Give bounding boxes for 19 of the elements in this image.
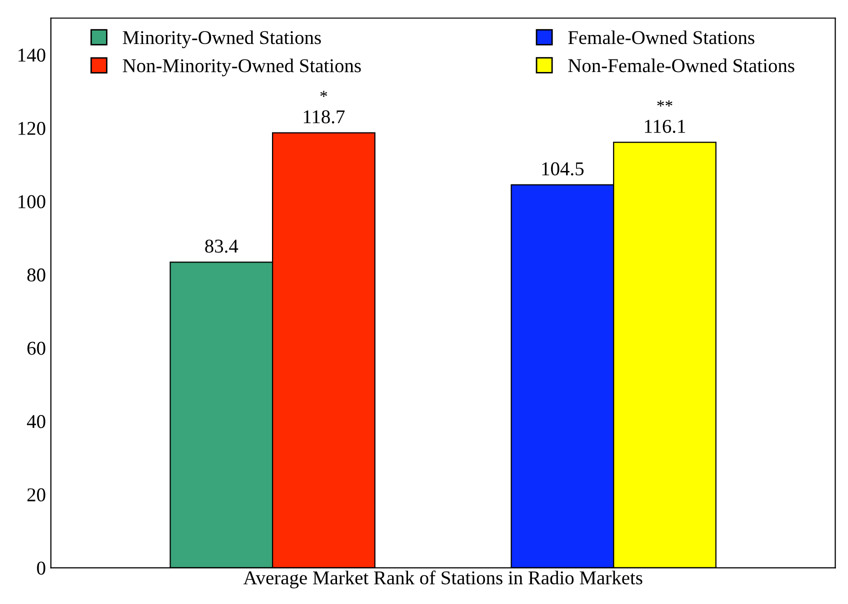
y-tick-label: 100: [18, 195, 46, 208]
y-tick-label: 60: [27, 342, 46, 355]
legend-label: Non-Female-Owned Stations: [568, 58, 794, 72]
y-tick-label: 140: [18, 48, 46, 62]
data-label: 116.1: [644, 120, 686, 133]
x-axis-title: Average Market Rank of Stations in Radio Markets: [243, 570, 642, 588]
legend-label: Female-Owned Stations: [568, 30, 754, 44]
y-tick-label: 120: [18, 122, 46, 135]
y-tick-label: 20: [27, 488, 46, 502]
annotation: **: [657, 100, 672, 107]
legend-label: Minority-Owned Stations: [122, 30, 321, 48]
legend-label: Non-Minority-Owned Stations: [122, 58, 361, 76]
annotation: *: [320, 90, 328, 97]
data-label: 118.7: [304, 110, 345, 124]
y-tick-label: 0: [37, 562, 46, 575]
data-label: 104.5: [542, 162, 584, 176]
data-label: 83.4: [205, 240, 238, 253]
y-tick-label: 40: [26, 415, 46, 428]
y-tick-label: 80: [27, 268, 46, 282]
